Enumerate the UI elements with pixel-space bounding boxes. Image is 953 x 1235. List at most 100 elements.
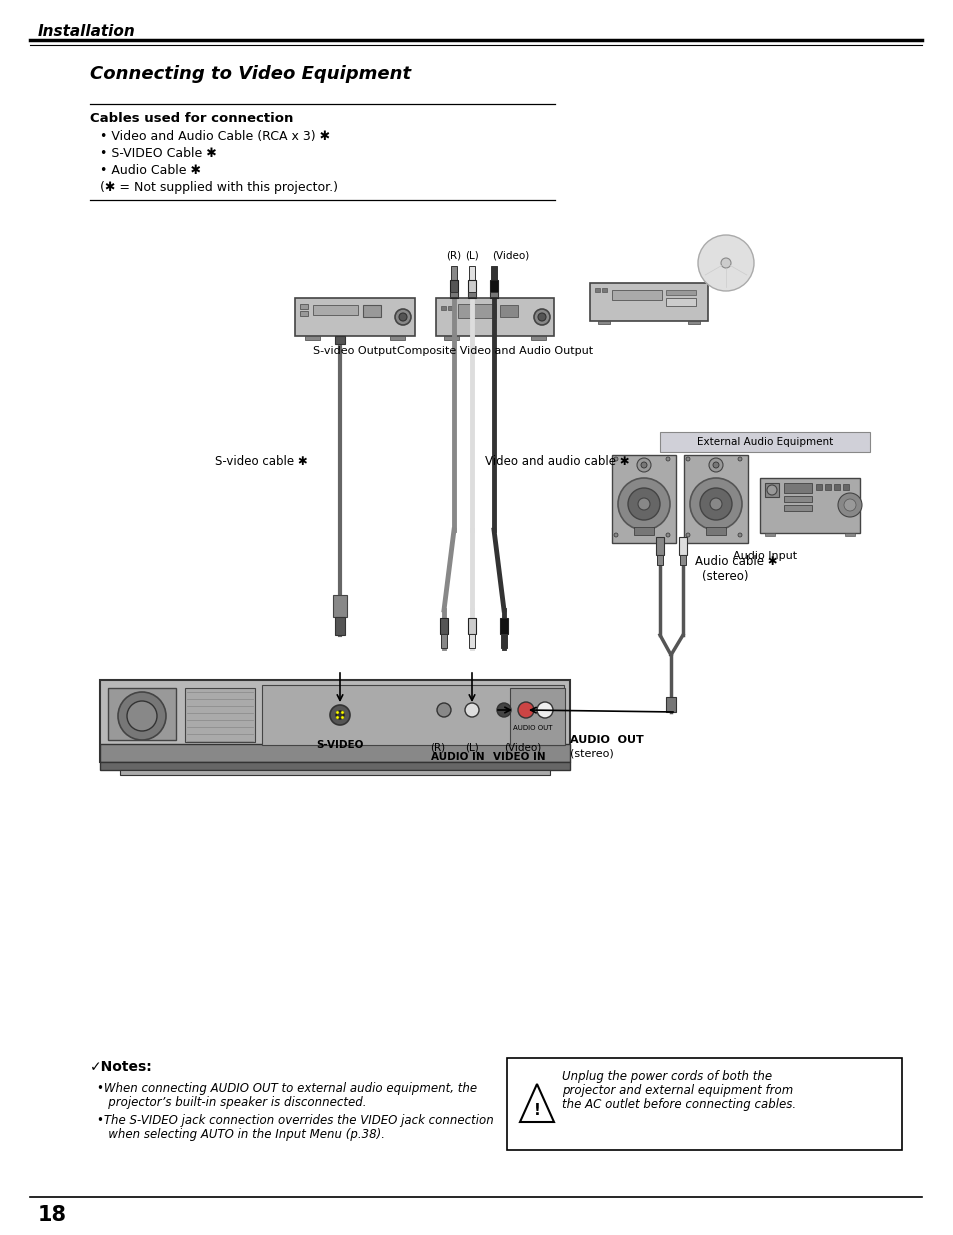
Bar: [665, 298, 696, 306]
Circle shape: [118, 692, 166, 740]
Circle shape: [708, 458, 722, 472]
Text: (L): (L): [465, 742, 478, 752]
Bar: [333, 595, 347, 618]
Bar: [764, 483, 779, 496]
Text: VIDEO IN: VIDEO IN: [492, 752, 545, 762]
Circle shape: [330, 705, 350, 725]
Bar: [506, 1058, 901, 1150]
Bar: [100, 762, 569, 769]
Bar: [760, 478, 859, 534]
Text: (L): (L): [465, 249, 478, 261]
Circle shape: [340, 716, 344, 719]
Bar: [440, 306, 446, 310]
Bar: [764, 534, 774, 536]
Text: Video and audio cable ✱: Video and audio cable ✱: [484, 454, 629, 468]
Text: projector and external equipment from: projector and external equipment from: [561, 1084, 792, 1097]
Bar: [457, 304, 496, 317]
Circle shape: [436, 703, 451, 718]
Bar: [490, 280, 497, 298]
Text: (Video): (Video): [492, 249, 529, 261]
Bar: [469, 634, 475, 648]
Bar: [491, 266, 497, 280]
Bar: [634, 527, 654, 535]
Circle shape: [720, 258, 730, 268]
Bar: [601, 288, 606, 291]
Text: Unplug the power cords of both the: Unplug the power cords of both the: [561, 1070, 771, 1083]
Bar: [468, 280, 476, 298]
Bar: [683, 454, 747, 543]
Circle shape: [517, 701, 534, 718]
Bar: [657, 555, 662, 564]
Text: • S-VIDEO Cable ✱: • S-VIDEO Cable ✱: [100, 147, 216, 161]
Bar: [595, 288, 599, 291]
Bar: [262, 685, 563, 745]
Bar: [305, 336, 319, 340]
Text: projector’s built-in speaker is disconnected.: projector’s built-in speaker is disconne…: [97, 1095, 366, 1109]
Bar: [598, 321, 609, 324]
Circle shape: [335, 711, 344, 719]
Text: S-VIDEO: S-VIDEO: [316, 740, 363, 750]
Bar: [439, 618, 448, 634]
Bar: [100, 680, 569, 762]
Circle shape: [614, 457, 618, 461]
Text: Connecting to Video Equipment: Connecting to Video Equipment: [90, 65, 411, 83]
Bar: [833, 484, 840, 490]
Bar: [294, 298, 415, 336]
Circle shape: [497, 703, 511, 718]
Polygon shape: [519, 1084, 554, 1123]
Bar: [815, 484, 821, 490]
Circle shape: [335, 716, 338, 719]
Bar: [468, 618, 476, 634]
Bar: [299, 311, 308, 316]
Text: Composite Video and Audio Output: Composite Video and Audio Output: [396, 346, 593, 356]
Text: AUDIO OUT: AUDIO OUT: [513, 725, 552, 731]
Bar: [185, 688, 254, 742]
Bar: [844, 534, 854, 536]
Bar: [705, 527, 725, 535]
Circle shape: [698, 235, 753, 291]
Text: • Video and Audio Cable (RCA x 3) ✱: • Video and Audio Cable (RCA x 3) ✱: [100, 130, 330, 143]
Circle shape: [665, 457, 669, 461]
Text: ✓Notes:: ✓Notes:: [90, 1060, 152, 1074]
Circle shape: [700, 488, 731, 520]
Text: the AC outlet before connecting cables.: the AC outlet before connecting cables.: [561, 1098, 796, 1112]
Bar: [842, 484, 848, 490]
Bar: [783, 496, 811, 501]
Circle shape: [398, 312, 407, 321]
Bar: [679, 537, 686, 555]
Bar: [531, 336, 545, 340]
Bar: [656, 537, 663, 555]
Bar: [100, 743, 569, 762]
Bar: [783, 505, 811, 511]
Bar: [469, 266, 475, 280]
Text: when selecting AUTO in the Input Menu (p.38).: when selecting AUTO in the Input Menu (p…: [97, 1128, 385, 1141]
Text: AUDIO IN: AUDIO IN: [431, 752, 484, 762]
Text: 18: 18: [38, 1205, 67, 1225]
Bar: [612, 290, 661, 300]
Text: Audio Input: Audio Input: [732, 551, 796, 561]
Text: (R): (R): [446, 249, 461, 261]
Text: Audio cable ✱: Audio cable ✱: [695, 555, 777, 568]
Bar: [612, 454, 676, 543]
Text: (stereo): (stereo): [569, 748, 613, 758]
Circle shape: [637, 458, 650, 472]
Bar: [108, 688, 175, 740]
Text: (Video): (Video): [503, 742, 540, 752]
Circle shape: [712, 462, 719, 468]
Text: (R): (R): [430, 742, 445, 752]
Bar: [443, 336, 458, 340]
Bar: [499, 305, 517, 317]
Circle shape: [127, 701, 157, 731]
Bar: [450, 280, 457, 298]
Text: AUDIO  OUT: AUDIO OUT: [569, 735, 643, 745]
Bar: [468, 291, 476, 296]
Circle shape: [340, 711, 344, 714]
Bar: [440, 634, 447, 648]
Text: !: !: [533, 1103, 539, 1118]
Circle shape: [709, 498, 721, 510]
Circle shape: [534, 309, 550, 325]
Circle shape: [537, 312, 545, 321]
Bar: [436, 298, 554, 336]
Text: •When connecting AUDIO OUT to external audio equipment, the: •When connecting AUDIO OUT to external a…: [97, 1082, 476, 1095]
Circle shape: [685, 534, 689, 537]
